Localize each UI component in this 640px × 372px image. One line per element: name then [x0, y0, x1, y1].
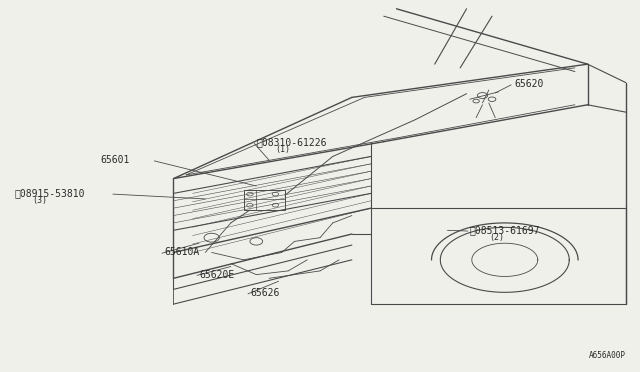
Bar [244, 190, 285, 210]
Text: Ⓥ08915-53810: Ⓥ08915-53810 [14, 188, 84, 198]
Text: 65601: 65601 [100, 155, 129, 165]
Text: Ⓢ08513-61697: Ⓢ08513-61697 [470, 225, 540, 235]
Text: A656A00P: A656A00P [589, 351, 626, 360]
Text: (2): (2) [489, 233, 504, 242]
Text: 65610A: 65610A [164, 247, 199, 257]
Text: Ⓢ08310-61226: Ⓢ08310-61226 [256, 137, 327, 147]
Text: (1): (1) [275, 145, 291, 154]
Text: 65626: 65626 [250, 288, 279, 298]
Text: (3): (3) [32, 196, 47, 205]
Text: 65620: 65620 [515, 80, 544, 89]
Text: 65620E: 65620E [199, 270, 234, 280]
